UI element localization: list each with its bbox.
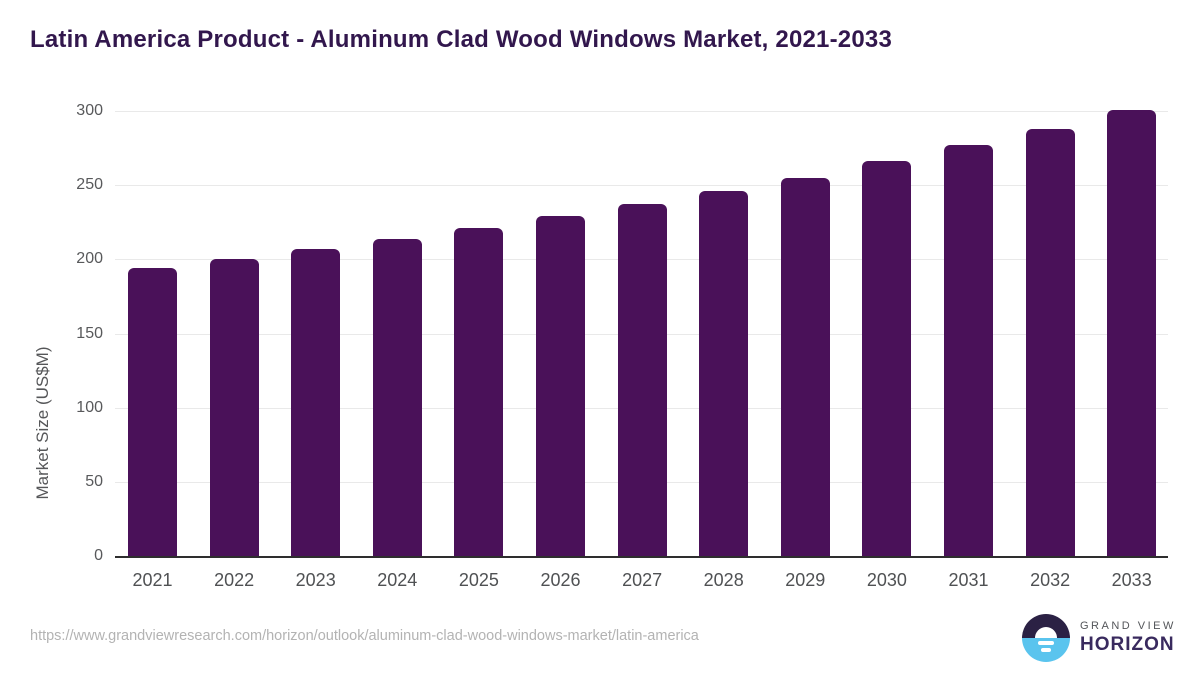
x-tick-label-2028: 2028: [703, 570, 744, 590]
bar-2023: [291, 248, 341, 556]
bar-2022: [209, 259, 259, 556]
y-tick-label-50: 50: [85, 472, 103, 490]
logo-text: GRAND VIEW HORIZON: [1080, 620, 1176, 656]
y-tick-label-250: 250: [76, 176, 103, 194]
x-tick-label-2033: 2033: [1111, 570, 1152, 590]
bar-2029: [780, 177, 830, 556]
x-axis-line: [115, 556, 1168, 558]
y-axis-title: Market Size (US$M): [33, 346, 52, 500]
bar-2032: [1025, 128, 1075, 556]
y-tick-label-200: 200: [76, 250, 103, 268]
x-tick-label-2031: 2031: [948, 570, 989, 590]
x-tick-label-2021: 2021: [132, 570, 173, 590]
logo-grand-view-label: GRAND VIEW: [1080, 620, 1176, 632]
y-tick-label-100: 100: [76, 398, 103, 416]
source-url: https://www.grandviewresearch.com/horizo…: [30, 628, 699, 644]
x-tick-label-2024: 2024: [377, 570, 418, 590]
y-tick-label-0: 0: [94, 547, 103, 564]
bar-2028: [699, 191, 749, 556]
plot-area: 0 50 100 150 200 250 300 2021 2022 2023 2024 2025 20…: [76, 88, 1168, 590]
x-tick-label-2023: 2023: [295, 570, 336, 590]
logo-horizon-label: HORIZON: [1080, 634, 1175, 655]
page-title: Latin America Product - Aluminum Clad Wo…: [30, 26, 892, 53]
bar-2021: [128, 268, 177, 556]
x-tick-label-2029: 2029: [785, 570, 826, 590]
bar-2031: [944, 145, 993, 556]
y-tick-label-150: 150: [76, 324, 103, 342]
gridline-300: [115, 111, 1168, 112]
x-tick-label-2032: 2032: [1030, 570, 1071, 590]
x-tick-label-2022: 2022: [214, 570, 255, 590]
sunrise-logo-icon: [1022, 614, 1070, 662]
bar-2027: [617, 204, 667, 556]
gridline-250: [115, 185, 1168, 187]
sun-reflection-stripe: [1038, 641, 1054, 645]
bar-2030: [862, 161, 912, 556]
x-tick-label-2026: 2026: [540, 570, 581, 590]
bar-2024: [372, 238, 422, 556]
x-tick-label-2030: 2030: [866, 570, 907, 590]
x-tick-label-2025: 2025: [458, 570, 499, 590]
y-tick-label-300: 300: [76, 102, 103, 119]
grand-view-horizon-logo: GRAND VIEW HORIZON: [1022, 614, 1176, 662]
bar-2033: [1107, 109, 1157, 556]
bar-2025: [454, 228, 504, 556]
x-tick-label-2027: 2027: [622, 570, 663, 590]
bar-2026: [536, 216, 585, 556]
sun-shape: [1035, 627, 1057, 638]
sun-reflection-stripe: [1041, 648, 1051, 652]
